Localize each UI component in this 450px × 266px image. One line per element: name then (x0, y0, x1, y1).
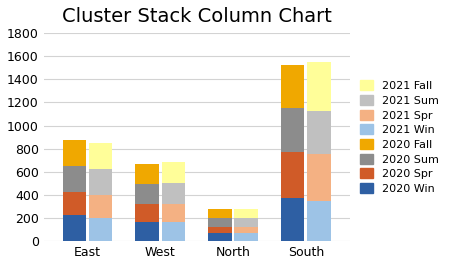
Bar (281, 108, 304, 152)
Bar (208, 227, 232, 232)
Bar (281, 152, 304, 198)
Bar (307, 201, 331, 241)
Bar (307, 155, 331, 201)
Bar (208, 209, 232, 218)
Bar (63, 140, 86, 166)
Bar (89, 195, 112, 218)
Bar (234, 232, 258, 241)
Bar (89, 169, 112, 195)
Bar (63, 192, 86, 215)
Bar (234, 227, 258, 232)
Bar (208, 218, 232, 227)
Legend: 2021 Fall, 2021 Sum, 2021 Spr, 2021 Win, 2020 Fall, 2020 Sum, 2020 Spr, 2020 Win: 2021 Fall, 2021 Sum, 2021 Spr, 2021 Win,… (355, 76, 443, 198)
Bar (63, 215, 86, 241)
Bar (208, 232, 232, 241)
Bar (162, 203, 185, 222)
Bar (63, 166, 86, 192)
Bar (281, 198, 304, 241)
Bar (135, 222, 159, 241)
Bar (234, 209, 258, 218)
Bar (162, 222, 185, 241)
Bar (135, 184, 159, 203)
Bar (135, 203, 159, 222)
Bar (162, 183, 185, 203)
Bar (162, 162, 185, 183)
Bar (89, 218, 112, 241)
Bar (307, 62, 331, 111)
Title: Cluster Stack Column Chart: Cluster Stack Column Chart (62, 7, 332, 26)
Bar (89, 143, 112, 169)
Bar (281, 65, 304, 108)
Bar (135, 164, 159, 184)
Bar (234, 218, 258, 227)
Bar (307, 111, 331, 155)
